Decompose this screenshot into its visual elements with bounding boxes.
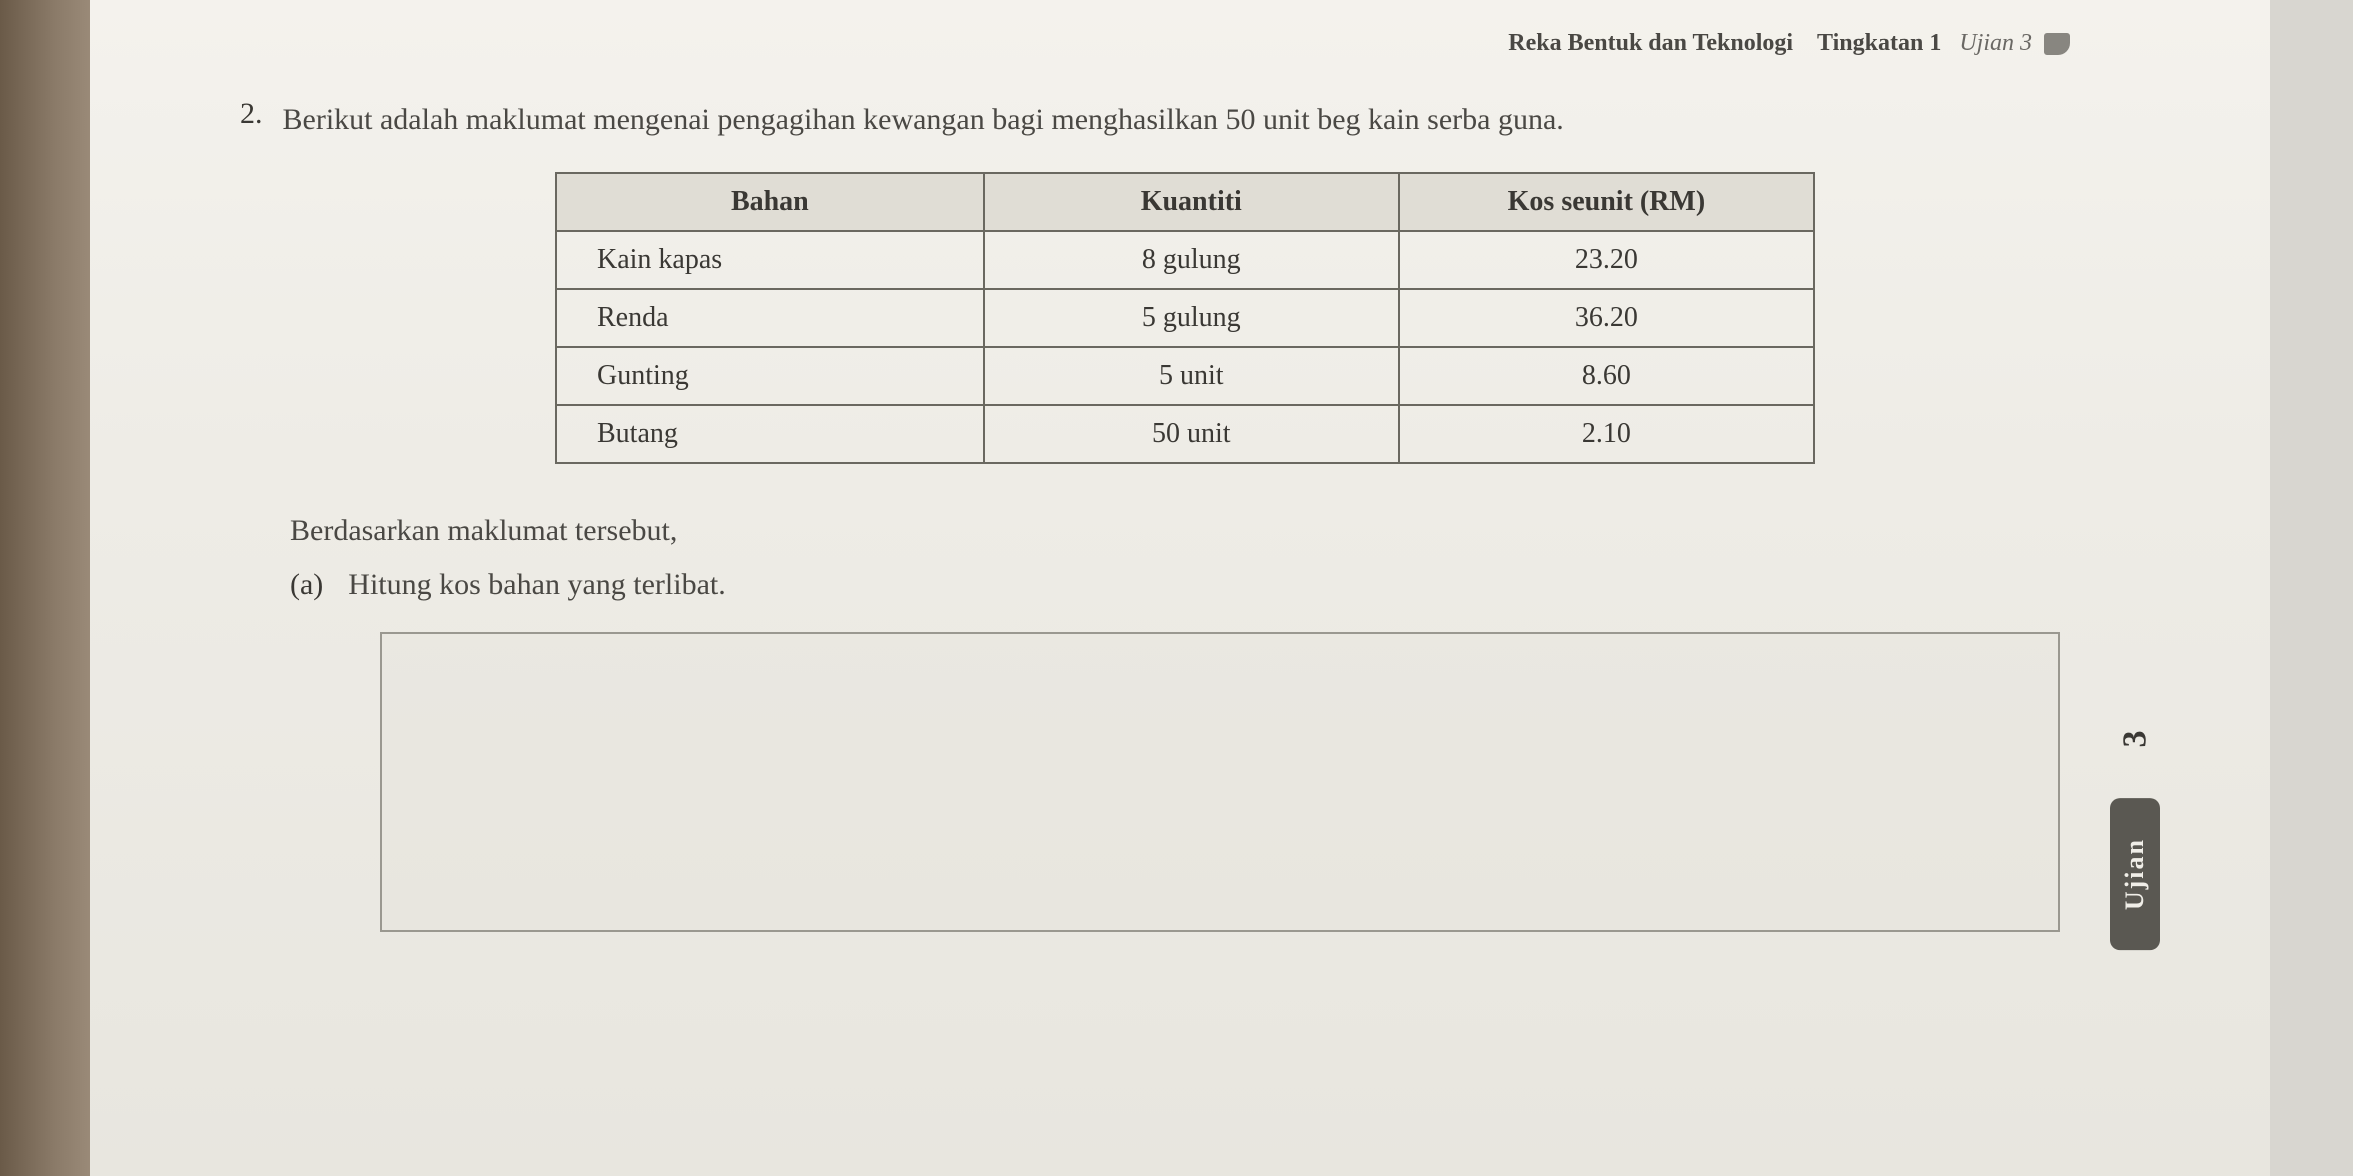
worksheet-page: Reka Bentuk dan Teknologi Tingkatan 1 Uj… [90, 0, 2270, 1176]
question-block: 2. Berikut adalah maklumat mengenai peng… [240, 97, 2130, 142]
header-subject: Reka Bentuk dan Teknologi [1508, 30, 1793, 56]
side-tab-number: 3 [2116, 731, 2154, 748]
question-number: 2. [240, 97, 263, 142]
cell-kuantiti: 5 gulung [984, 289, 1399, 347]
col-kos: Kos seunit (RM) [1399, 173, 1814, 231]
cell-kos: 23.20 [1399, 231, 1814, 289]
cell-kos: 2.10 [1399, 405, 1814, 463]
subquestion-label: (a) [290, 568, 323, 602]
col-kuantiti: Kuantiti [984, 173, 1399, 231]
table-row: Renda 5 gulung 36.20 [556, 289, 1814, 347]
cell-kuantiti: 5 unit [984, 347, 1399, 405]
cell-bahan: Renda [556, 289, 984, 347]
table-row: Gunting 5 unit 8.60 [556, 347, 1814, 405]
side-tab: 3 Ujian [2110, 720, 2160, 950]
followup-text: Berdasarkan maklumat tersebut, [290, 514, 2130, 548]
cell-bahan: Butang [556, 405, 984, 463]
col-bahan: Bahan [556, 173, 984, 231]
cell-kos: 36.20 [1399, 289, 1814, 347]
header-exam: Ujian 3 [1959, 30, 2032, 56]
page-header: Reka Bentuk dan Teknologi Tingkatan 1 Uj… [240, 30, 2130, 57]
cell-bahan: Gunting [556, 347, 984, 405]
cell-bahan: Kain kapas [556, 231, 984, 289]
subquestion-block: (a) Hitung kos bahan yang terlibat. [290, 568, 2130, 602]
table-row: Butang 50 unit 2.10 [556, 405, 1814, 463]
desk-edge [0, 0, 90, 1176]
question-text: Berikut adalah maklumat mengenai pengagi… [283, 97, 1564, 142]
materials-table: Bahan Kuantiti Kos seunit (RM) Kain kapa… [555, 172, 1815, 464]
answer-box[interactable] [380, 632, 2060, 932]
header-level: Tingkatan 1 [1817, 30, 1941, 56]
subquestion-text: Hitung kos bahan yang terlibat. [348, 568, 725, 602]
cell-kos: 8.60 [1399, 347, 1814, 405]
cell-kuantiti: 50 unit [984, 405, 1399, 463]
table-row: Kain kapas 8 gulung 23.20 [556, 231, 1814, 289]
book-icon [2044, 33, 2070, 55]
cell-kuantiti: 8 gulung [984, 231, 1399, 289]
side-tab-label: Ujian [2110, 798, 2160, 950]
table-header-row: Bahan Kuantiti Kos seunit (RM) [556, 173, 1814, 231]
